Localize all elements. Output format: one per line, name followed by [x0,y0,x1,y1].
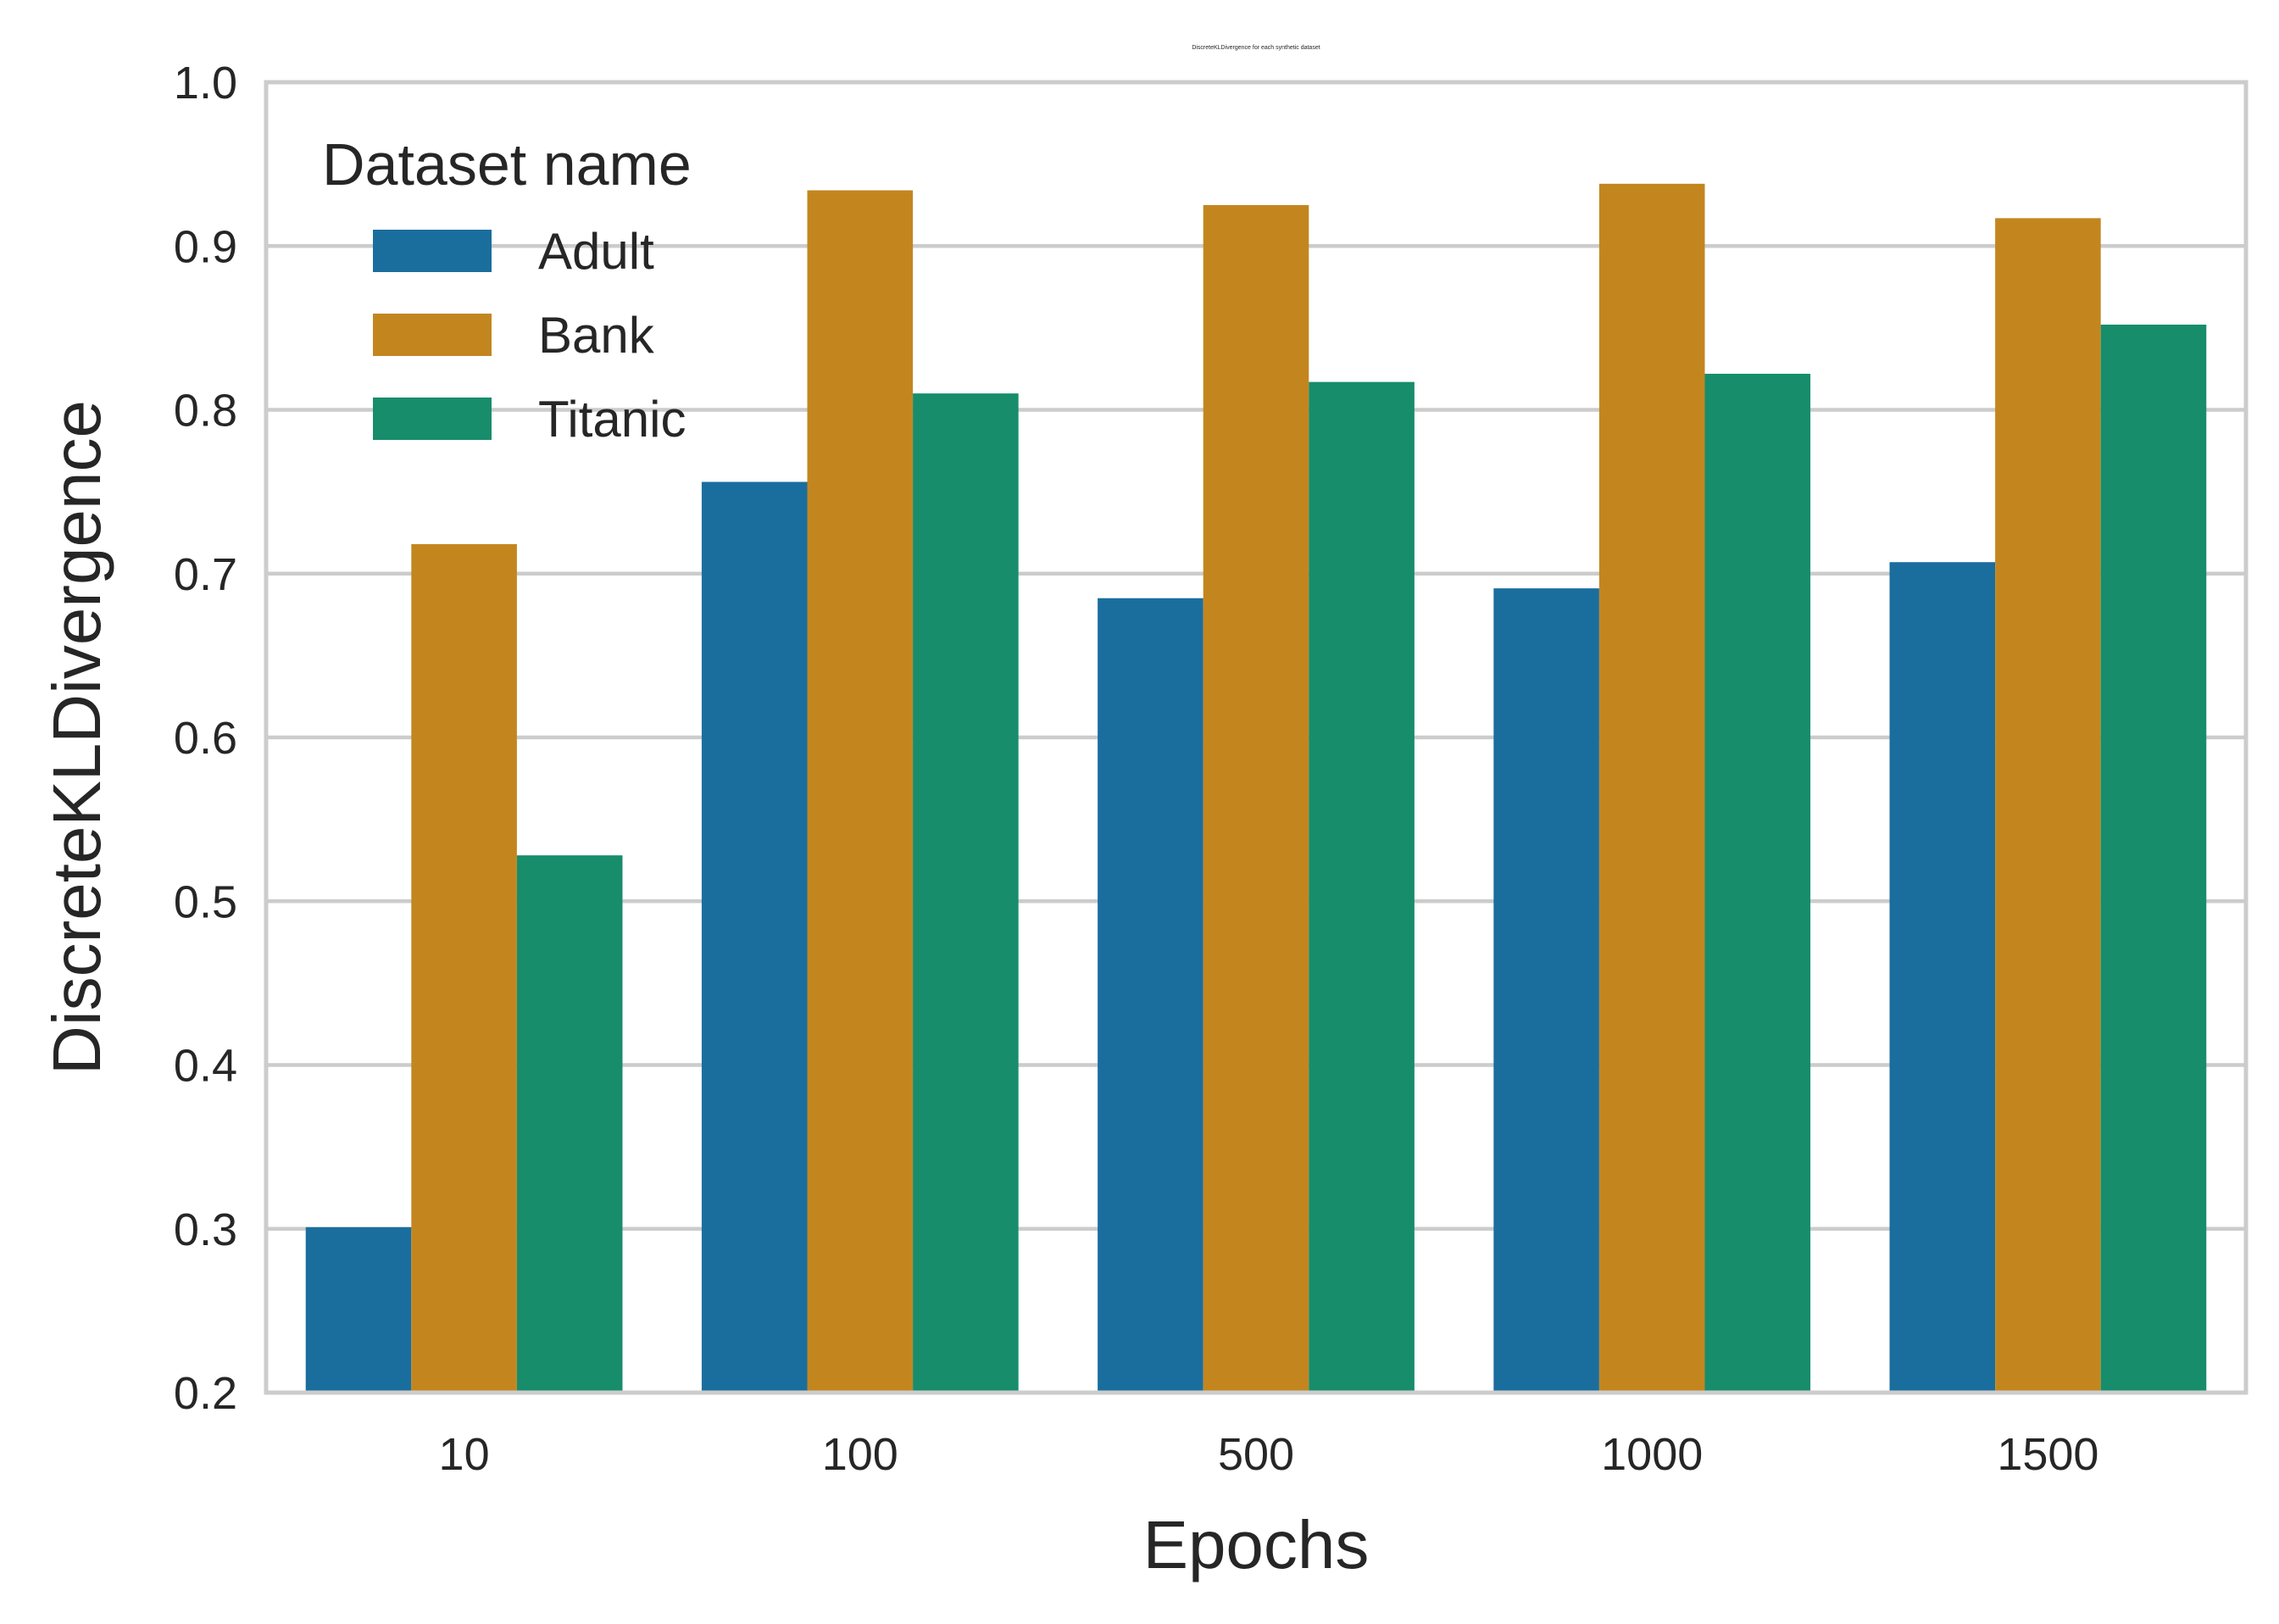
y-tick-label: 0.2 [174,1368,237,1419]
chart-title: DiscreteKLDivergence for each synthetic … [1192,45,1320,51]
bar-titanic-1500 [2100,325,2207,1393]
bar-titanic-100 [913,393,1019,1393]
legend-label-titanic: Titanic [538,391,686,448]
legend-label-bank: Bank [538,307,655,364]
x-tick-label: 1500 [1997,1429,2098,1480]
bar-adult-500 [1098,598,1203,1393]
y-tick-label: 0.4 [174,1041,237,1092]
x-tick-label: 10 [439,1429,490,1480]
legend-swatch-bank [373,314,492,356]
bar-adult-100 [701,481,808,1393]
y-tick-label: 0.7 [174,549,237,600]
bar-bank-1500 [1995,218,2101,1393]
bar-adult-1500 [1889,562,1996,1393]
y-tick-label: 1.0 [174,58,237,108]
x-tick-label: 500 [1218,1429,1294,1480]
y-tick-label: 0.5 [174,876,237,927]
plot-frame [264,80,2248,1395]
bar-adult-1000 [1493,588,1599,1393]
bar-bank-500 [1203,204,1309,1393]
y-axis-title: DiscreteKLDivergence [39,400,114,1075]
y-tick-label: 0.3 [174,1204,237,1255]
bar-bank-100 [807,190,914,1393]
y-tick-label: 0.6 [174,713,237,764]
legend-swatch-titanic [373,398,492,440]
bar-bank-10 [411,543,517,1393]
x-axis-title: Epochs [1143,1507,1370,1582]
bar-titanic-1000 [1704,373,1811,1393]
bar-bank-1000 [1598,183,1705,1393]
bar-titanic-10 [516,855,623,1393]
bar-adult-10 [305,1226,412,1393]
x-tick-label: 1000 [1601,1429,1703,1480]
y-tick-label: 0.9 [174,221,237,272]
y-tick-labels: 0.2 0.3 0.4 0.5 0.6 0.7 0.8 0.9 1.0 [174,58,237,1419]
x-tick-labels: 10 100 500 1000 1500 [439,1429,2099,1480]
bars [305,183,2207,1393]
legend-title: Dataset name [322,131,692,197]
bar-titanic-500 [1309,381,1415,1393]
legend-swatch-adult [373,230,492,272]
x-tick-label: 100 [822,1429,898,1480]
legend-label-adult: Adult [538,223,654,280]
y-tick-label: 0.8 [174,386,237,437]
legend-items: Adult Bank Titanic [373,223,686,448]
legend: Dataset name Adult Bank Titanic [322,131,692,448]
